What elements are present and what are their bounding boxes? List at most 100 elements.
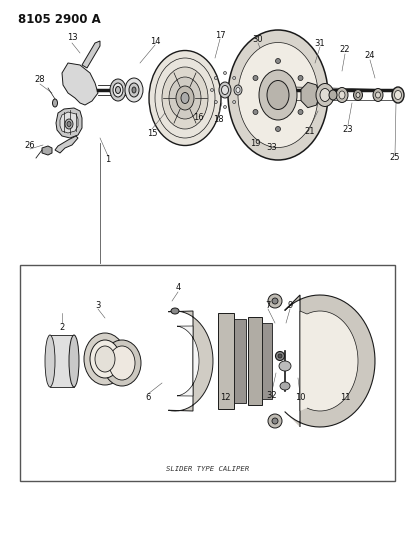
Ellipse shape [228,30,328,160]
Text: 25: 25 [390,154,400,163]
Bar [50,335,74,387]
Ellipse shape [162,67,208,129]
Ellipse shape [214,101,217,103]
Text: 24: 24 [365,52,375,61]
Ellipse shape [279,361,291,371]
Text: 16: 16 [193,114,203,123]
Text: 10: 10 [295,393,305,402]
Ellipse shape [115,86,120,93]
Text: 22: 22 [340,45,350,54]
Ellipse shape [316,84,334,107]
Ellipse shape [84,333,126,385]
Polygon shape [42,146,52,155]
Ellipse shape [67,122,71,126]
Ellipse shape [233,101,236,103]
Polygon shape [169,311,213,411]
Text: 3: 3 [95,301,101,310]
Ellipse shape [132,87,136,93]
Bar [262,323,272,399]
Ellipse shape [298,109,303,115]
Ellipse shape [356,93,360,98]
Text: 26: 26 [25,141,35,149]
Text: 31: 31 [315,38,326,47]
Bar [248,317,262,405]
Ellipse shape [125,78,143,102]
Text: 6: 6 [145,393,151,402]
Ellipse shape [238,43,318,148]
Ellipse shape [392,87,404,103]
Text: 28: 28 [35,76,45,85]
Text: 4: 4 [175,284,180,293]
Polygon shape [301,82,320,108]
Ellipse shape [259,70,297,120]
Ellipse shape [95,346,115,372]
Ellipse shape [171,308,179,314]
Ellipse shape [280,382,290,390]
Ellipse shape [149,51,221,146]
Ellipse shape [224,71,226,75]
Polygon shape [60,112,78,133]
Text: SLIDER TYPE CALIPER: SLIDER TYPE CALIPER [166,466,249,472]
Ellipse shape [395,91,402,100]
Ellipse shape [236,87,240,93]
Ellipse shape [253,109,258,115]
Ellipse shape [214,76,217,79]
Text: 32: 32 [267,391,277,400]
Ellipse shape [234,85,242,95]
Ellipse shape [65,119,73,129]
Text: 17: 17 [215,30,225,39]
Polygon shape [55,136,78,153]
Ellipse shape [272,298,278,304]
Text: 30: 30 [253,35,263,44]
Ellipse shape [222,85,229,94]
Ellipse shape [129,83,139,97]
Ellipse shape [90,340,120,378]
Text: 18: 18 [212,116,223,125]
Ellipse shape [268,414,282,428]
Ellipse shape [278,354,282,358]
Ellipse shape [272,418,278,424]
Polygon shape [62,63,98,105]
Ellipse shape [110,79,126,101]
Polygon shape [56,108,82,138]
Ellipse shape [275,59,280,63]
Bar [234,319,246,403]
Ellipse shape [109,346,135,380]
Ellipse shape [275,351,284,360]
Ellipse shape [267,80,289,109]
Ellipse shape [376,92,381,98]
Bar [20,265,395,481]
Ellipse shape [210,88,213,92]
Ellipse shape [113,83,123,97]
Ellipse shape [353,90,363,101]
Text: 14: 14 [150,36,160,45]
Ellipse shape [219,82,231,98]
Ellipse shape [298,76,303,80]
Ellipse shape [236,88,240,92]
Text: 8105 2900 A: 8105 2900 A [18,13,101,26]
Ellipse shape [275,126,280,132]
Text: 12: 12 [220,393,230,402]
Polygon shape [300,311,358,411]
Text: 11: 11 [340,393,350,402]
Ellipse shape [169,77,201,119]
Polygon shape [82,41,100,68]
Polygon shape [177,326,199,396]
Ellipse shape [69,335,79,387]
Text: 33: 33 [267,143,277,152]
Ellipse shape [45,335,55,387]
Text: 23: 23 [343,125,353,133]
Text: 2: 2 [59,322,65,332]
Ellipse shape [329,90,337,100]
Ellipse shape [373,88,383,101]
Ellipse shape [253,76,258,80]
Text: 21: 21 [305,126,315,135]
Ellipse shape [339,91,345,99]
Ellipse shape [224,106,226,109]
Text: 9: 9 [287,301,293,310]
Text: 1: 1 [105,156,111,165]
Bar [218,313,234,409]
Text: 7: 7 [266,301,271,310]
Text: 13: 13 [67,34,77,43]
Ellipse shape [268,294,282,308]
